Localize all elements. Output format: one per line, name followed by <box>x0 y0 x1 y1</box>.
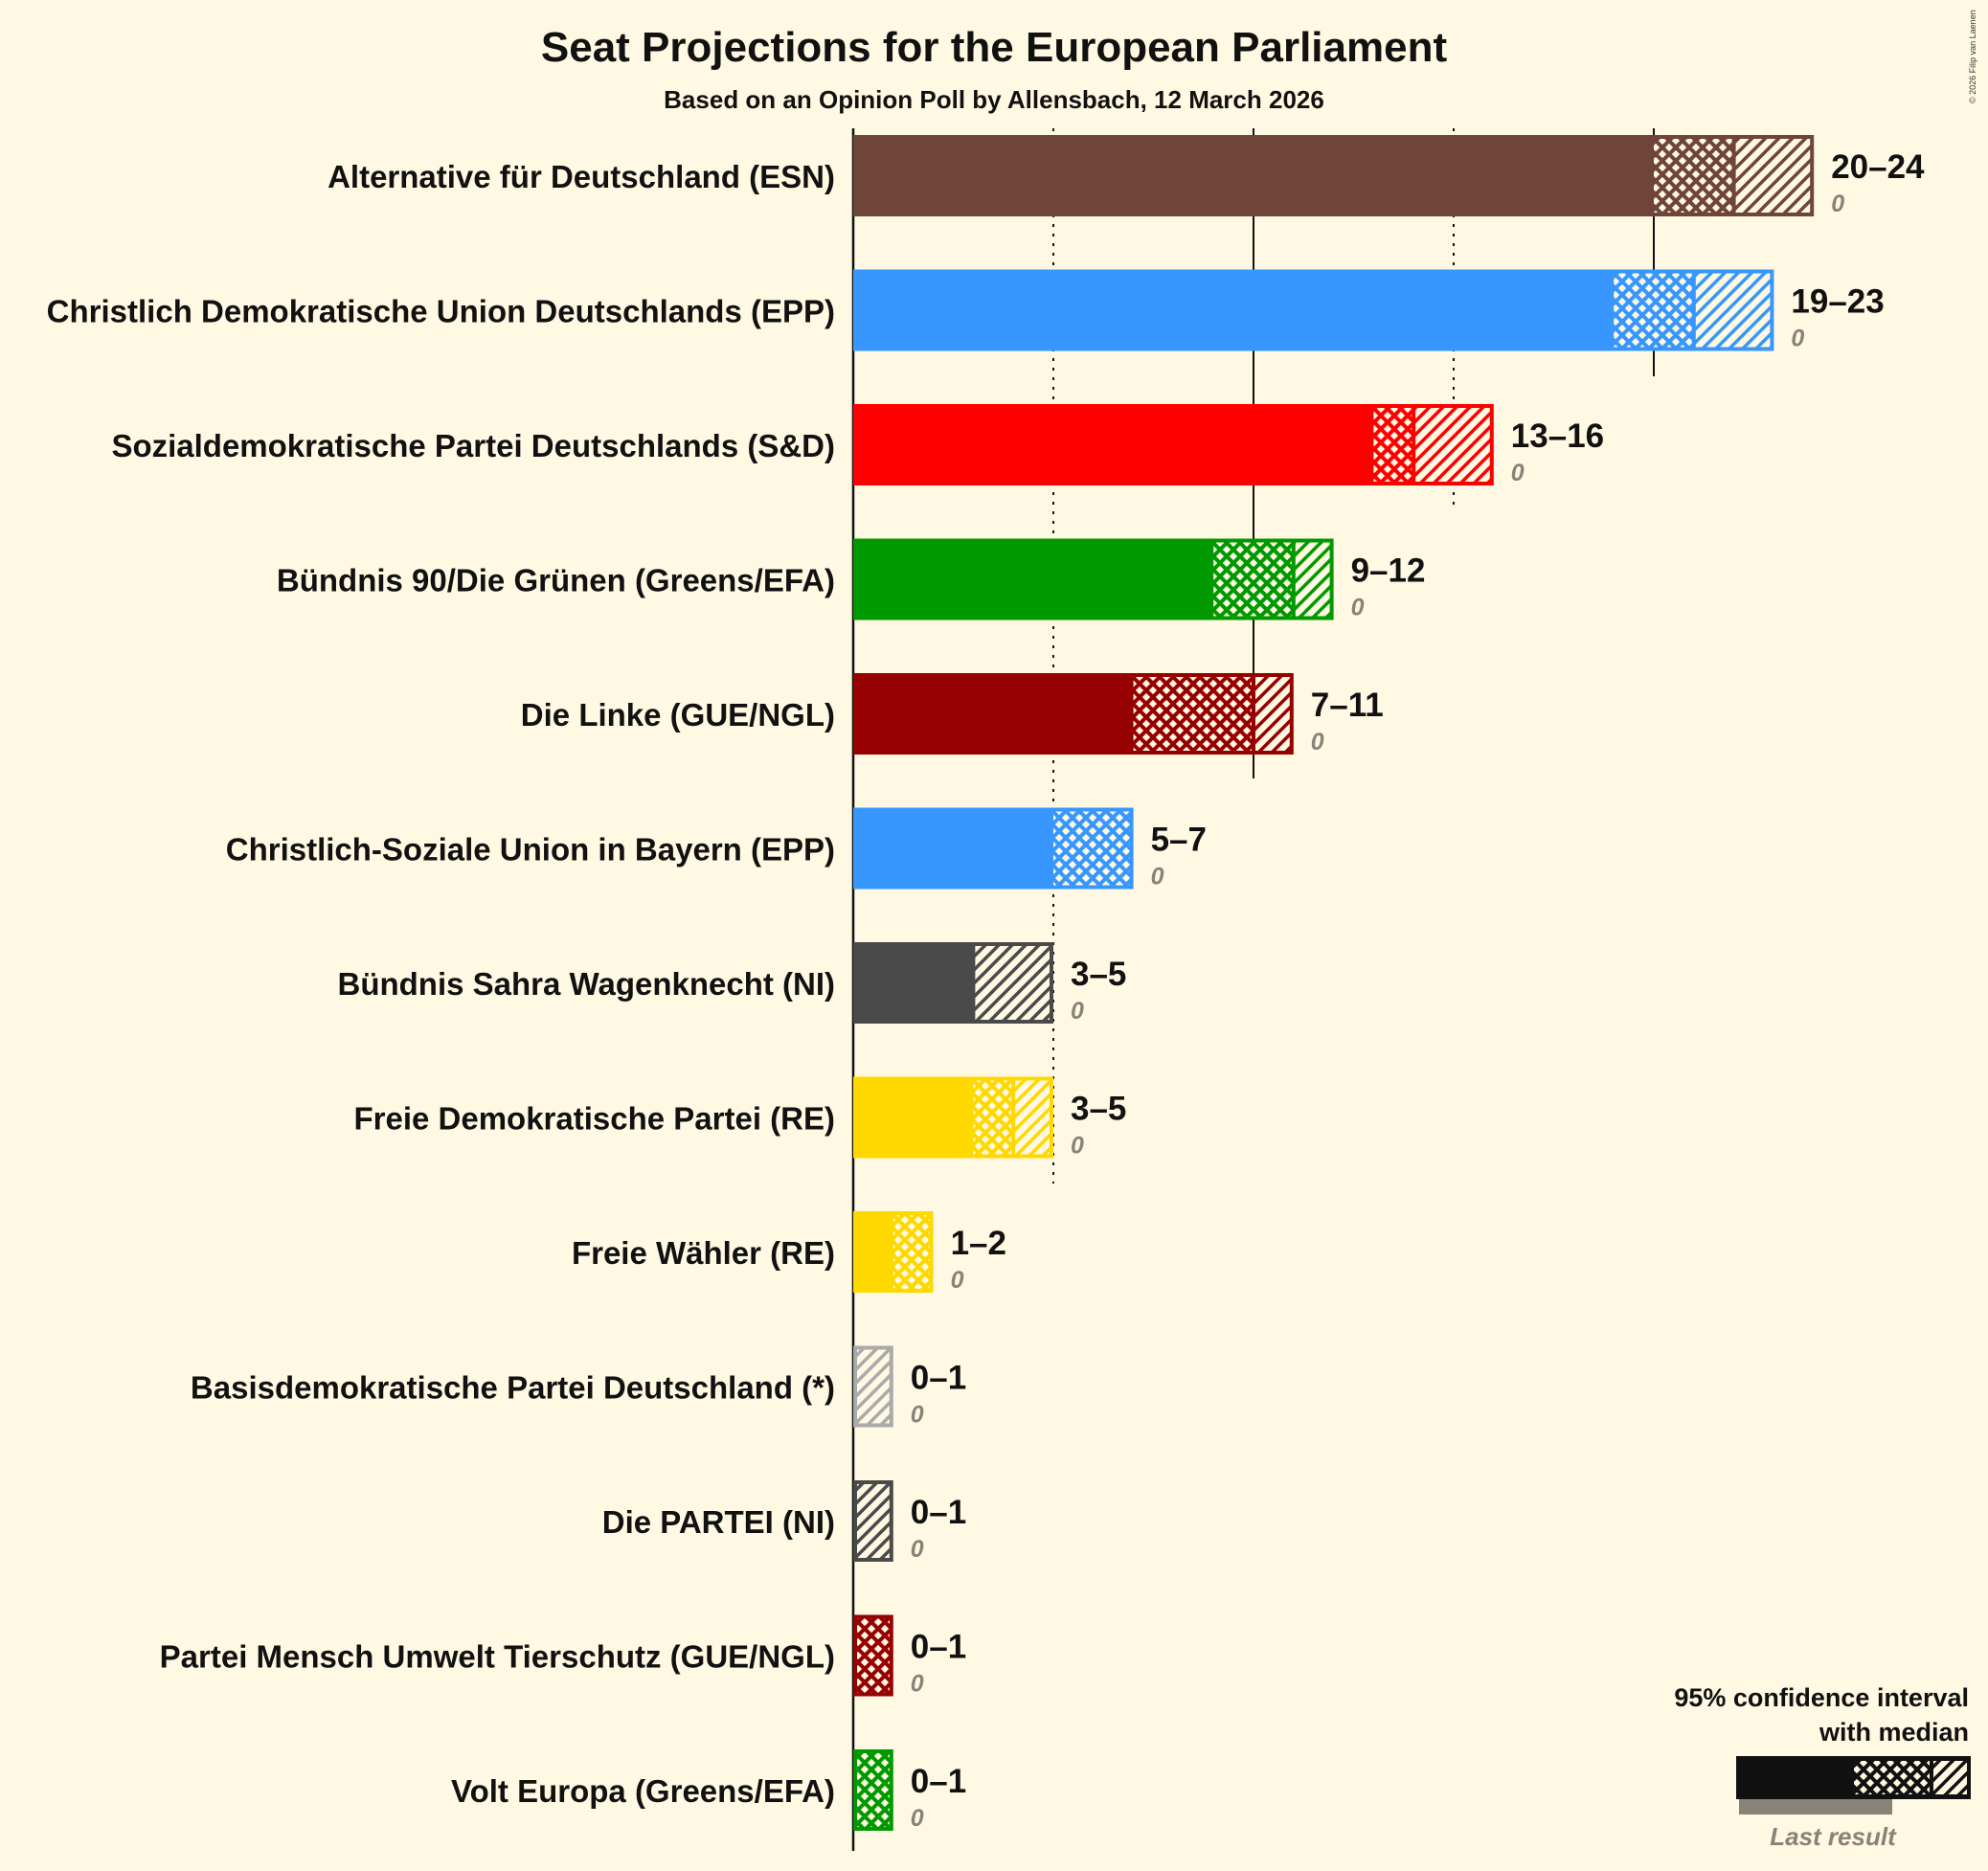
ci-median-to-upper-segment <box>1015 1080 1050 1155</box>
party-row: Bündnis 90/Die Grünen (Greens/EFA) 9–12 0 <box>277 538 1426 621</box>
party-label: Christlich-Soziale Union in Bayern (EPP) <box>226 832 835 868</box>
legend-crosshatch-segment <box>1854 1761 1930 1794</box>
last-result-label: 0 <box>1071 1133 1084 1160</box>
seat-range-label: 0–1 <box>911 1629 966 1666</box>
last-result-label: 0 <box>1151 864 1164 890</box>
party-row: Freie Wähler (RE) 1–2 0 <box>572 1211 1006 1294</box>
ci-lower-to-median-segment <box>857 1618 890 1693</box>
last-result-label: 0 <box>911 1536 924 1563</box>
ci-lower-to-median-segment <box>1213 542 1292 617</box>
ci-lower-to-median-segment <box>1133 677 1252 751</box>
party-row: Bündnis Sahra Wagenknecht (NI) 3–5 0 <box>338 942 1126 1025</box>
legend-solid-segment <box>1736 1756 1971 1799</box>
party-row: Alternative für Deutschland (ESN) 20–24 0 <box>328 135 1925 217</box>
ci-median-to-upper-segment <box>857 1349 890 1424</box>
seat-range-label: 13–16 <box>1511 417 1604 455</box>
party-row: Sozialdemokratische Partei Deutschlands … <box>111 404 1604 486</box>
last-result-label: 0 <box>1351 595 1365 621</box>
seat-range-label: 0–1 <box>911 1763 966 1800</box>
seat-range-label: 7–11 <box>1311 687 1384 724</box>
ci-median-to-upper-segment <box>1735 139 1811 213</box>
last-result-label: 0 <box>911 1402 924 1429</box>
party-label: Bündnis Sahra Wagenknecht (NI) <box>338 966 836 1002</box>
seat-range-label: 1–2 <box>951 1225 1006 1262</box>
party-row: Basisdemokratische Partei Deutschland (*… <box>191 1345 966 1429</box>
ci-median-to-upper-segment <box>1255 677 1290 751</box>
ci-lower-to-median-segment <box>1654 139 1732 213</box>
seat-range-label: 5–7 <box>1151 822 1207 859</box>
seat-range-label: 20–24 <box>1831 148 1925 186</box>
legend: 95% confidence interval with median Last… <box>1674 1683 1971 1851</box>
legend-last-result-bar <box>1739 1799 1892 1815</box>
party-row: Christlich Demokratische Union Deutschla… <box>47 269 1885 352</box>
party-label: Freie Wähler (RE) <box>572 1235 835 1271</box>
party-label: Bündnis 90/Die Grünen (Greens/EFA) <box>277 563 835 598</box>
ci-median-to-upper-segment <box>1415 408 1490 482</box>
party-row: Die Linke (GUE/NGL) 7–11 0 <box>521 673 1384 755</box>
ci-lower-to-median-segment <box>857 1753 890 1827</box>
party-label: Freie Demokratische Partei (RE) <box>353 1101 835 1137</box>
legend-stripe-segment <box>1933 1761 1967 1794</box>
last-result-label: 0 <box>911 1671 924 1698</box>
party-row: Volt Europa (Greens/EFA) 0–1 0 <box>451 1749 966 1832</box>
seat-range-label: 3–5 <box>1071 1091 1126 1128</box>
party-row: Christlich-Soziale Union in Bayern (EPP)… <box>226 807 1207 890</box>
party-row: Partei Mensch Umwelt Tierschutz (GUE/NGL… <box>160 1614 966 1698</box>
chart-title: Seat Projections for the European Parlia… <box>541 24 1448 71</box>
party-label: Sozialdemokratische Partei Deutschlands … <box>111 428 835 463</box>
party-label: Basisdemokratische Partei Deutschland (*… <box>191 1370 835 1406</box>
party-row: Freie Demokratische Partei (RE) 3–5 0 <box>353 1076 1126 1160</box>
ci-median-to-upper-segment <box>975 946 1050 1020</box>
ci-median-to-upper-segment <box>857 1484 890 1558</box>
seat-range-label: 9–12 <box>1351 552 1426 590</box>
last-result-label: 0 <box>1071 998 1084 1025</box>
last-result-label: 0 <box>1831 191 1844 217</box>
seat-range-label: 0–1 <box>911 1360 966 1397</box>
legend-ci-swatch <box>1736 1756 1971 1799</box>
legend-title-line1: 95% confidence interval <box>1674 1683 1969 1712</box>
ci-median-to-upper-segment <box>1695 273 1771 348</box>
ci-lower-to-median-segment <box>1053 811 1130 886</box>
ci-lower-to-median-segment <box>892 1215 930 1289</box>
party-label: Die Linke (GUE/NGL) <box>521 697 835 733</box>
party-label: Die PARTEI (NI) <box>602 1504 835 1540</box>
chart-subtitle: Based on an Opinion Poll by Allensbach, … <box>664 85 1324 114</box>
legend-last-result-label: Last result <box>1770 1822 1897 1851</box>
party-label: Partei Mensch Umwelt Tierschutz (GUE/NGL… <box>160 1639 835 1675</box>
ci-lower-to-median-segment <box>1614 273 1692 348</box>
bars-group: Alternative für Deutschland (ESN) 20–240C… <box>47 135 1925 1832</box>
last-result-label: 0 <box>911 1805 924 1832</box>
legend-title-line2: with median <box>1819 1718 1969 1747</box>
party-label: Christlich Demokratische Union Deutschla… <box>47 294 835 329</box>
copyright-notice: © 2026 Filip van Laenen <box>1968 10 1977 103</box>
last-result-label: 0 <box>1791 326 1804 352</box>
seat-range-label: 3–5 <box>1071 956 1126 993</box>
seat-range-label: 0–1 <box>911 1494 966 1531</box>
party-label: Alternative für Deutschland (ESN) <box>328 159 835 194</box>
ci-lower-to-median-segment <box>973 1080 1012 1155</box>
seat-range-label: 19–23 <box>1791 283 1884 321</box>
ci-median-to-upper-segment <box>1295 542 1330 617</box>
last-result-label: 0 <box>1311 729 1324 755</box>
ci-lower-to-median-segment <box>1373 408 1412 482</box>
last-result-label: 0 <box>1511 460 1525 486</box>
party-row: Die PARTEI (NI) 0–1 0 <box>602 1480 966 1563</box>
party-label: Volt Europa (Greens/EFA) <box>451 1773 835 1809</box>
last-result-label: 0 <box>951 1267 964 1294</box>
